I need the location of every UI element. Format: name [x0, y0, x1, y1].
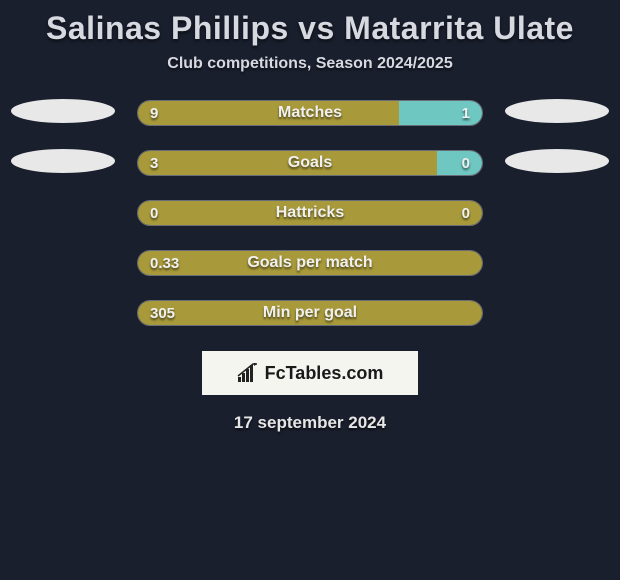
subtitle: Club competitions, Season 2024/2025: [0, 55, 620, 99]
player-badge-right: [505, 149, 609, 173]
branding-text: FcTables.com: [265, 363, 384, 384]
bar-segment-left: [138, 101, 399, 125]
bar-segment-left: [138, 201, 482, 225]
left-badge-slot: [7, 149, 119, 177]
bar-segment-right: [437, 151, 482, 175]
right-badge-slot: [501, 299, 613, 327]
stat-rows: Matches91 Goals30 Hattricks00 Goals per mat…: [0, 99, 620, 327]
player-badge-left: [11, 99, 115, 123]
right-badge-slot: [501, 99, 613, 127]
right-badge-slot: [501, 149, 613, 177]
stat-row: Matches91: [0, 99, 620, 127]
right-badge-slot: [501, 199, 613, 227]
stat-bar: Goals30: [137, 150, 483, 176]
stat-row: Goals30: [0, 149, 620, 177]
bars-icon: [237, 363, 261, 383]
left-badge-slot: [7, 249, 119, 277]
stat-row: Min per goal305: [0, 299, 620, 327]
branding-badge[interactable]: FcTables.com: [202, 351, 418, 395]
comparison-widget: Salinas Phillips vs Matarrita Ulate Club…: [0, 0, 620, 433]
stat-row: Goals per match0.33: [0, 249, 620, 277]
bar-segment-left: [138, 151, 437, 175]
bar-segment-left: [138, 301, 482, 325]
stat-bar: Hattricks00: [137, 200, 483, 226]
stat-bar: Matches91: [137, 100, 483, 126]
date-label: 17 september 2024: [0, 413, 620, 433]
stat-row: Hattricks00: [0, 199, 620, 227]
left-badge-slot: [7, 299, 119, 327]
player-badge-left: [11, 149, 115, 173]
stat-bar: Goals per match0.33: [137, 250, 483, 276]
bar-segment-right: [399, 101, 482, 125]
bar-segment-left: [138, 251, 482, 275]
stat-bar: Min per goal305: [137, 300, 483, 326]
page-title: Salinas Phillips vs Matarrita Ulate: [0, 6, 620, 55]
player-badge-right: [505, 99, 609, 123]
right-badge-slot: [501, 249, 613, 277]
left-badge-slot: [7, 199, 119, 227]
left-badge-slot: [7, 99, 119, 127]
